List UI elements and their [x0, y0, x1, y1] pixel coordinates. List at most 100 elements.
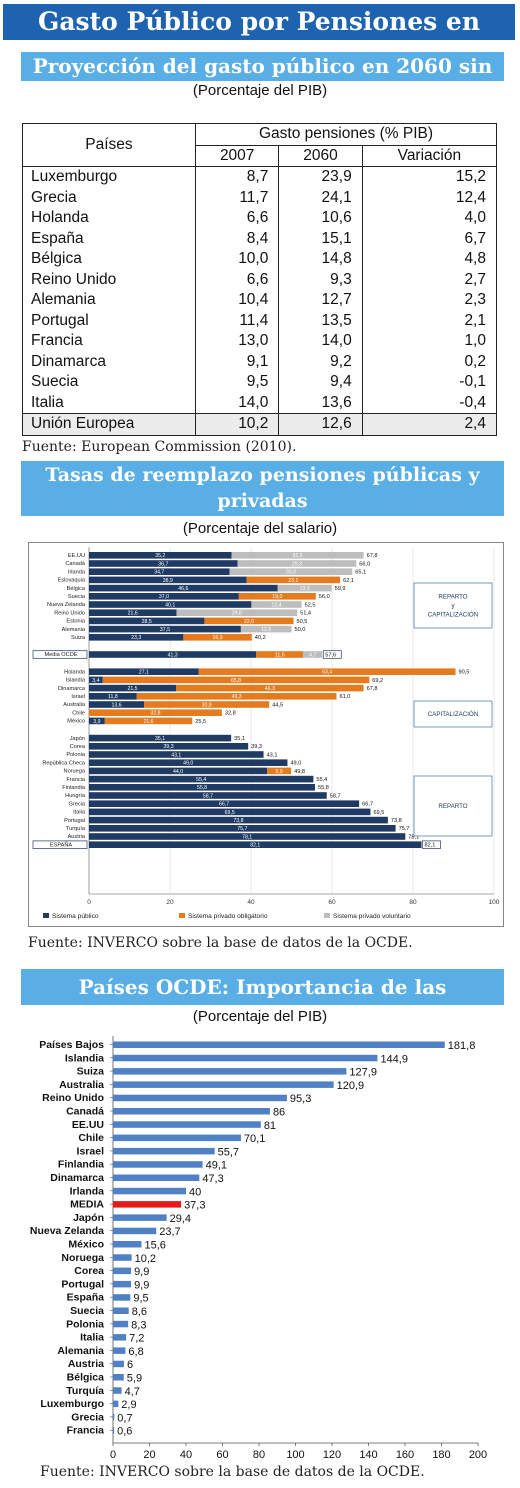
table-row: Reino Unido 6,6 9,3 2,7	[22, 269, 497, 290]
country-label: Grecia	[69, 801, 86, 807]
total-value-label: 32,8	[225, 711, 236, 717]
category-label: EE.UU	[72, 1119, 104, 1131]
replacement-rate-chart: 0 20 40 60 80 100 EE.UU 35,2 32,6 67,8 Canadá 36,7 2…	[28, 542, 504, 927]
segment-value-label: 21,5	[127, 686, 137, 692]
total-value-label: 69,2	[372, 678, 383, 684]
segment-value-label: 21,6	[128, 611, 138, 617]
total-value-label: 25,5	[195, 719, 206, 725]
country-label: Noruega	[64, 769, 86, 775]
value-label: 23,7	[159, 1226, 180, 1238]
cell-2007: 10,4	[195, 290, 280, 311]
section1-title: Proyección del gasto público en 2060 sin…	[21, 52, 504, 107]
country-label: Irlanda	[68, 569, 86, 575]
table-row: Holanda 6,6 10,6 4,0	[22, 208, 497, 229]
total-value-label: 73,8	[391, 818, 402, 824]
section2-title-line1: Tasas de reemplazo pensiones públicas y …	[45, 464, 480, 512]
total-value-label: 50,5	[297, 619, 308, 625]
bar-obligatorio	[144, 701, 270, 708]
value-label: 8,3	[131, 1319, 146, 1331]
bar-publico	[89, 759, 288, 766]
bar-publico	[89, 841, 422, 848]
country-label: Eslovaquia	[58, 578, 86, 584]
cell-variation: 2,3	[464, 291, 486, 309]
bar	[113, 1400, 119, 1408]
cell-2007: 8,4	[195, 228, 280, 249]
category-label: Nueva Zelanda	[30, 1225, 104, 1237]
legend-swatch	[324, 913, 330, 918]
cell-variation: 4,0	[464, 209, 486, 227]
bar-publico	[89, 792, 327, 799]
value-label: 40	[189, 1186, 201, 1198]
cell-2060: 10,6	[278, 208, 363, 229]
bar	[113, 1094, 287, 1102]
total-value-label: 90,5	[459, 670, 470, 676]
country-label: Nueva Zelanda	[47, 602, 86, 608]
total-value-label: 51,4	[300, 611, 311, 617]
cell-variation: 4,8	[464, 250, 486, 268]
segment-value-label: 40,1	[165, 602, 175, 608]
cell-country: Dinamarca	[22, 351, 196, 372]
x-tick-label: 80	[253, 1449, 265, 1460]
total-value-label: 49,8	[294, 769, 305, 775]
value-label: 10,2	[135, 1253, 156, 1265]
cell-country: Italia	[22, 392, 196, 414]
x-tick-label: 60	[328, 899, 336, 906]
x-tick-label: 40	[180, 1449, 192, 1460]
segment-value-label: 75,7	[237, 826, 247, 832]
bar-obligatorio	[104, 717, 193, 725]
bar-publico	[89, 825, 396, 832]
bar-publico	[89, 560, 238, 567]
bar-publico	[89, 568, 230, 575]
col-header-2060: 2060	[278, 144, 363, 167]
highlight-box	[32, 650, 88, 659]
value-label: 49,1	[206, 1160, 227, 1172]
cell-variation: -0,1	[459, 373, 486, 391]
total-value-label: 44,5	[272, 702, 283, 708]
bar	[113, 1387, 122, 1394]
segment-value-label: 12,4	[271, 602, 281, 608]
col-header-variation: Variación	[361, 144, 498, 167]
segment-value-label: 35,2	[155, 553, 165, 559]
bar-publico	[89, 625, 241, 633]
bar-voluntario	[303, 651, 323, 658]
segment-value-label: 28,5	[142, 619, 152, 625]
bar	[113, 1134, 241, 1142]
category-label: MEDIA	[70, 1199, 104, 1211]
segment-value-label: 11,6	[275, 652, 285, 658]
category-label: Luxemburgo	[40, 1398, 104, 1410]
cell-variation: 0,2	[464, 352, 486, 370]
section3-note: (Porcentaje del PIB)	[192, 1008, 328, 1025]
legend-label: Sistema privado voluntario	[333, 913, 411, 920]
category-label: Dinamarca	[50, 1172, 104, 1184]
country-label: Canadá	[65, 561, 85, 567]
country-label: Media OCDE	[45, 652, 78, 658]
legend-swatch	[179, 913, 185, 918]
x-tick-label: 60	[216, 1449, 228, 1460]
cell-country: Unión Europea	[22, 413, 196, 436]
category-label: España	[67, 1292, 105, 1304]
cell-2007: 10,0	[195, 249, 280, 270]
country-label: Holanda	[64, 669, 86, 675]
chart1-source: Fuente: INVERCO sobre la base de datos d…	[28, 935, 413, 951]
bar-publico	[89, 601, 252, 608]
cell-2060: 14,8	[278, 249, 363, 270]
bar	[113, 1214, 167, 1221]
segment-value-label: 39,3	[164, 744, 174, 750]
value-label: 120,9	[337, 1080, 365, 1092]
total-value-label: 58,7	[330, 793, 341, 799]
country-label: República Checa	[42, 760, 85, 766]
total-value-label: 59,9	[335, 586, 346, 592]
cell-variation: 6,7	[464, 229, 486, 247]
segment-value-label: 30,9	[202, 702, 212, 708]
bar-obligatorio	[198, 668, 456, 675]
section2-title-line2: (países OCDE - datos 2015)	[116, 516, 409, 538]
cell-2060: 24,1	[278, 187, 363, 208]
country-label: Francia	[66, 777, 86, 783]
bar	[113, 1187, 186, 1195]
bar	[113, 1041, 445, 1048]
country-label: Turquía	[66, 826, 86, 832]
cell-country: Francia	[22, 331, 196, 352]
category-label: Grecia	[71, 1411, 104, 1423]
country-label: Finlandia	[62, 785, 86, 791]
bar	[113, 1108, 270, 1115]
